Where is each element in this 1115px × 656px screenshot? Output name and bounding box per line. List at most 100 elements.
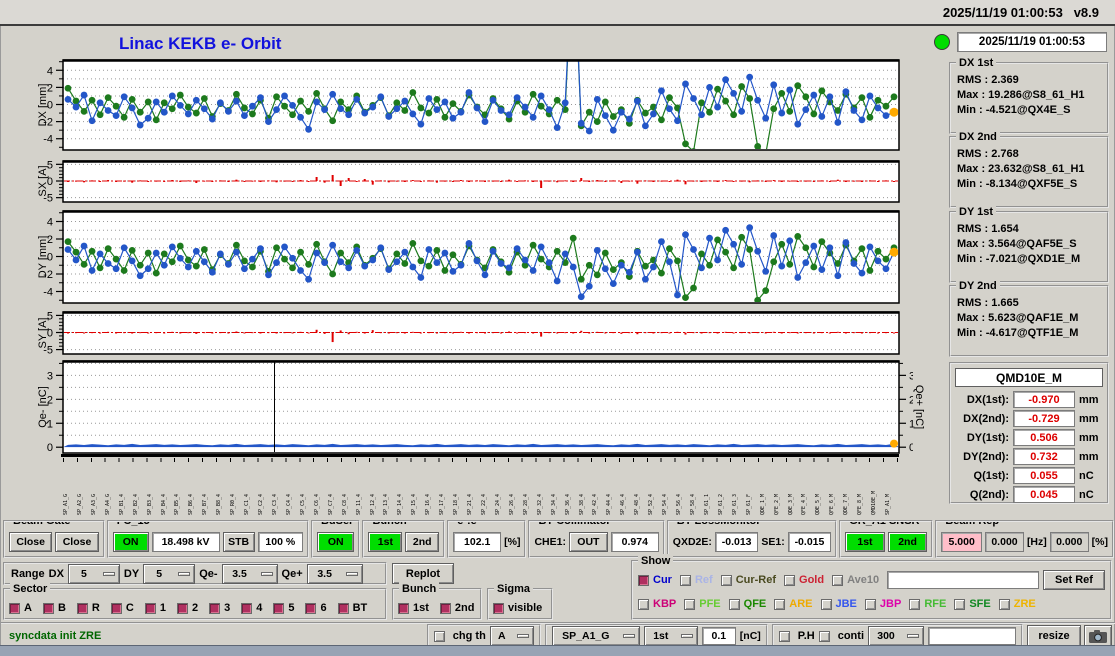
checkbox-show-rfe[interactable]: RFE (909, 598, 946, 610)
threshold-input[interactable] (701, 627, 736, 645)
checkbox-indicator-icon[interactable] (110, 602, 122, 614)
snsr-2nd-button[interactable]: 2nd (887, 532, 928, 552)
checkbox-sector-5[interactable]: 5 (273, 602, 294, 614)
checkbox-indicator-icon[interactable] (493, 602, 504, 614)
checkbox-indicator-icon[interactable] (832, 574, 844, 586)
checkbox-show-jbp[interactable]: JBP (864, 598, 901, 610)
checkbox-show-sfe[interactable]: SFE (954, 598, 991, 610)
range-qe-plus-dropdown[interactable]: 3.5 (306, 563, 363, 584)
q-2nd-value: 0.045 (1013, 486, 1075, 503)
checkbox-show-pfe[interactable]: PFE (684, 598, 721, 610)
checkbox-indicator-icon[interactable] (638, 574, 649, 586)
checkbox-indicator-icon[interactable] (728, 598, 740, 610)
gr-a1-snsr-group: GR_A1 SNSR 1st 2nd (839, 520, 934, 558)
checkbox-indicator-icon[interactable] (864, 598, 876, 610)
checkbox-show-qfe[interactable]: QFE (728, 598, 766, 610)
checkbox-show-are[interactable]: ARE (774, 598, 813, 610)
rms-value: RMS : 1.654 (957, 223, 1019, 235)
checkbox-sigma-visible[interactable]: visible (493, 602, 542, 614)
ref-file-input[interactable] (887, 571, 1039, 589)
checkbox-sector-a[interactable]: A (9, 602, 32, 614)
checkbox-sector-2[interactable]: 2 (176, 602, 198, 614)
beam-gate-close-1-button[interactable]: Close (9, 532, 53, 552)
beam-gate-close-2-button[interactable]: Close (55, 532, 99, 552)
che1-out-button[interactable]: OUT (568, 532, 608, 552)
checkbox-indicator-icon[interactable] (42, 602, 54, 614)
checkbox-indicator-icon[interactable] (398, 602, 409, 614)
x-tick-label: SP_C7_4 (327, 493, 334, 515)
checkbox-sector-1[interactable]: 1 (144, 602, 166, 614)
checkbox-label: RFE (924, 598, 947, 610)
busel-on-button[interactable]: ON (316, 532, 355, 552)
fc15-group: FC_15 ON 18.498 kV STB 100 % (106, 520, 309, 558)
checkbox-indicator-icon[interactable] (820, 598, 832, 610)
checkbox-show-gold[interactable]: Gold (784, 574, 824, 586)
checkbox-indicator-icon[interactable] (439, 602, 451, 614)
checkbox-show-ave10[interactable]: Ave10 (832, 574, 879, 586)
chg-th-dropdown[interactable]: A (489, 626, 534, 646)
checkbox-indicator-icon[interactable] (209, 602, 221, 614)
checkbox-indicator-icon[interactable] (909, 598, 921, 610)
chg-th-checkbox[interactable] (433, 630, 445, 642)
checkbox-indicator-icon[interactable] (638, 598, 649, 610)
checkbox-show-jbe[interactable]: JBE (820, 598, 857, 610)
bunch-1st-button[interactable]: 1st (368, 532, 403, 552)
checkbox-indicator-icon[interactable] (273, 602, 285, 614)
camera-button[interactable] (1084, 625, 1112, 647)
checkbox-indicator-icon[interactable] (720, 574, 732, 586)
checkbox-bunch-1st[interactable]: 1st (398, 602, 429, 614)
checkbox-indicator-icon[interactable] (784, 574, 796, 586)
monitor-select-dropdown[interactable]: SP_A1_G (551, 626, 640, 646)
checkbox-indicator-icon[interactable] (337, 602, 349, 614)
checkbox-show-cur-ref[interactable]: Cur-Ref (720, 574, 776, 586)
checkbox-bunch-2nd[interactable]: 2nd (439, 602, 474, 614)
set-ref-button[interactable]: Set Ref (1043, 570, 1105, 590)
page-title: Linac KEKB e- Orbit (119, 34, 282, 53)
count-dropdown[interactable]: 300 (868, 626, 924, 646)
checkbox-indicator-icon[interactable] (241, 602, 253, 614)
checkbox-sector-3[interactable]: 3 (209, 602, 230, 614)
max-value: Max : 19.286@S8_61_H1 (957, 89, 1085, 101)
svg-text:5: 5 (47, 311, 53, 322)
resize-button[interactable]: resize (1027, 625, 1081, 647)
checkbox-sector-c[interactable]: C (110, 602, 134, 614)
checkbox-show-kbp[interactable]: KBP (638, 598, 676, 610)
checkbox-indicator-icon[interactable] (305, 602, 317, 614)
checkbox-indicator-icon[interactable] (684, 598, 696, 610)
extra-input[interactable] (928, 627, 1016, 645)
x-tick-label: SP_38_4 (578, 493, 585, 515)
checkbox-indicator-icon[interactable] (954, 598, 966, 610)
bunch-select-dropdown[interactable]: 1st (643, 626, 698, 646)
checkbox-indicator-icon[interactable] (176, 602, 188, 614)
checkbox-indicator-icon[interactable] (9, 602, 20, 614)
checkbox-indicator-icon[interactable] (76, 602, 88, 614)
checkbox-sector-b[interactable]: B (42, 602, 66, 614)
checkbox-indicator-icon[interactable] (144, 602, 156, 614)
range-qe-minus-dropdown[interactable]: 3.5 (221, 563, 278, 584)
checkbox-sector-6[interactable]: 6 (305, 602, 327, 614)
x-tick-label: SP_48_4 (634, 493, 641, 515)
checkbox-indicator-icon[interactable] (998, 598, 1010, 610)
beam-rep-group: Beam Rep 5.000 0.000 [Hz] 0.000 [%] (935, 520, 1114, 558)
checkbox-indicator-icon[interactable] (774, 598, 786, 610)
monitor-name[interactable]: QMD10E_M (955, 368, 1103, 387)
range-dx-dropdown[interactable]: 5 (67, 563, 120, 584)
checkbox-sector-bt[interactable]: BT (337, 602, 367, 614)
ph-checkbox[interactable] (778, 630, 790, 642)
checkbox-indicator-icon[interactable] (679, 574, 691, 586)
checkbox-show-cur[interactable]: Cur (638, 574, 672, 586)
fc15-stb-button[interactable]: STB (222, 532, 255, 552)
bunch-2nd-button[interactable]: 2nd (405, 532, 440, 552)
checkbox-label: A (24, 602, 32, 614)
replot-button[interactable]: Replot (392, 563, 454, 584)
checkbox-label: ZRE (1013, 598, 1036, 610)
checkbox-sector-r[interactable]: R (76, 602, 100, 614)
checkbox-sector-4[interactable]: 4 (241, 602, 262, 614)
checkbox-show-zre[interactable]: ZRE (998, 598, 1036, 610)
titlebar-datetime: 2025/11/19 01:00:53 v8.9 (942, 4, 1099, 20)
conti-checkbox[interactable] (818, 630, 830, 642)
checkbox-show-ref[interactable]: Ref (679, 574, 713, 586)
snsr-1st-button[interactable]: 1st (845, 532, 885, 552)
fc15-on-button[interactable]: ON (112, 532, 149, 552)
range-dy-dropdown[interactable]: 5 (143, 563, 196, 584)
